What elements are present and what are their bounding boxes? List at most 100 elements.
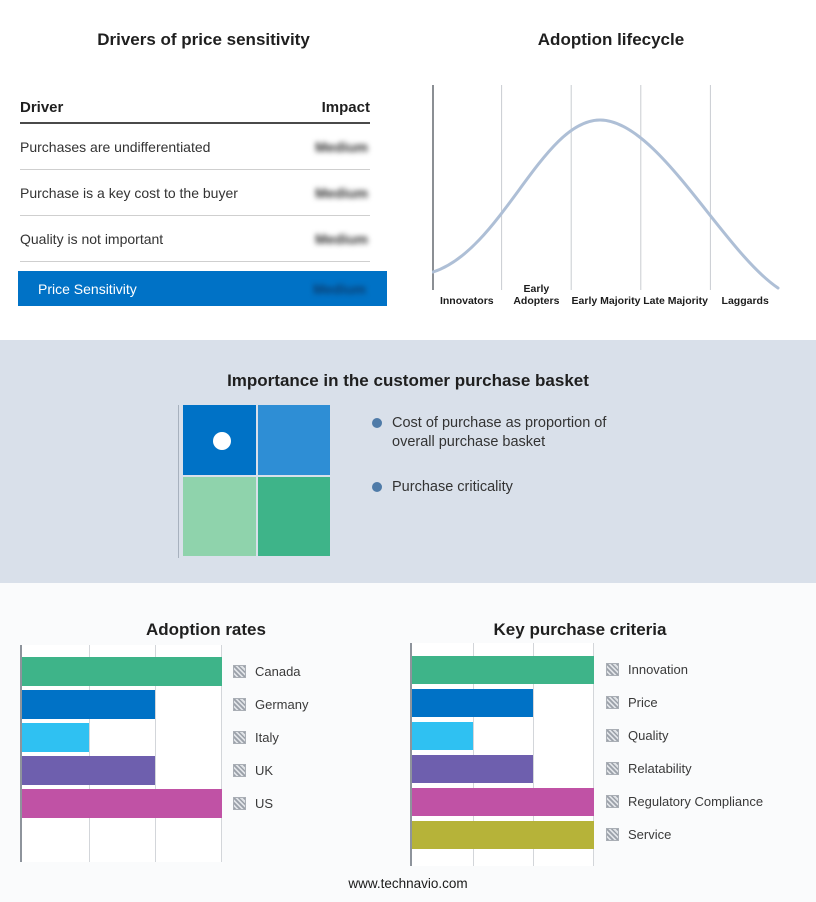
legend-item: Relatability bbox=[606, 761, 763, 776]
lifecycle-title: Adoption lifecycle bbox=[537, 30, 685, 50]
drivers-table: Driver Impact Purchases are undifferenti… bbox=[20, 92, 370, 262]
bullet-text: Purchase criticality bbox=[392, 478, 513, 495]
stage-label: Laggards bbox=[721, 294, 769, 307]
bar-quality bbox=[412, 722, 473, 750]
gridline bbox=[155, 645, 157, 862]
basket-title: Importance in the customer purchase bask… bbox=[227, 371, 589, 391]
impact-value: Medium bbox=[315, 138, 368, 155]
key-purchase-criteria-title: Key purchase criteria bbox=[493, 620, 667, 640]
bullet-text: Cost of purchase as proportion of overal… bbox=[392, 415, 607, 450]
legend-item: Innovation bbox=[606, 662, 763, 677]
gridline bbox=[533, 643, 535, 866]
legend-item: Price bbox=[606, 695, 763, 710]
driver-label: Purchases are undifferentiated bbox=[20, 138, 211, 155]
legend-swatch-icon bbox=[606, 663, 619, 676]
key-purchase-criteria-chart bbox=[410, 643, 594, 866]
price-sensitivity-label: Price Sensitivity bbox=[38, 280, 137, 297]
quadrant-bottom-right bbox=[257, 477, 330, 556]
table-row: Purchase is a key cost to the buyer Medi… bbox=[20, 170, 370, 216]
legend-item: Regulatory Compliance bbox=[606, 794, 764, 809]
legend-swatch-icon bbox=[233, 764, 246, 777]
quadrant-top-right bbox=[257, 405, 330, 475]
purchase-basket-band: Importance in the customer purchase bask… bbox=[0, 340, 816, 583]
legend-swatch-icon bbox=[606, 696, 619, 709]
legend-label: Service bbox=[628, 827, 672, 842]
adoption-rates-legend: Canada Germany Italy UK US bbox=[233, 664, 309, 830]
legend-item: Germany bbox=[233, 697, 309, 712]
bullet-icon bbox=[372, 481, 382, 492]
key-purchase-criteria-legend: Innovation Price Quality Relatability Re… bbox=[606, 662, 764, 861]
stage-label: Innovators bbox=[439, 294, 494, 307]
legend-swatch-icon bbox=[233, 665, 246, 678]
bar-regulatory-compliance bbox=[412, 788, 594, 816]
adoption-rates-title: Adoption rates bbox=[146, 620, 266, 640]
legend-label: UK bbox=[255, 763, 274, 778]
website-footer: www.technavio.com bbox=[348, 876, 468, 891]
bullet-icon bbox=[372, 418, 382, 428]
legend-item: US bbox=[233, 796, 308, 811]
legend-label: Canada bbox=[255, 664, 301, 679]
quadrant-matrix bbox=[183, 405, 330, 556]
col-driver: Driver bbox=[20, 98, 64, 116]
lifecycle-curve-svg bbox=[431, 85, 780, 290]
legend-item: UK bbox=[233, 763, 308, 778]
legend-label: Italy bbox=[255, 730, 279, 745]
stage-label: Late Majority bbox=[643, 294, 708, 307]
legend-label: Quality bbox=[628, 728, 669, 743]
bar-uk bbox=[22, 756, 156, 785]
basket-bullets: Cost of purchase as proportion of overal… bbox=[372, 414, 642, 523]
bar-germany bbox=[22, 690, 156, 719]
legend-label: Relatability bbox=[628, 761, 692, 776]
table-row: Purchases are undifferentiated Medium bbox=[20, 124, 370, 170]
bar-italy bbox=[22, 723, 89, 752]
legend-label: Price bbox=[628, 695, 658, 710]
legend-swatch-icon bbox=[233, 698, 246, 711]
legend-label: Innovation bbox=[628, 662, 688, 677]
legend-item: Italy bbox=[233, 730, 308, 745]
gridline bbox=[88, 645, 90, 862]
legend-swatch-icon bbox=[233, 731, 246, 744]
price-sensitivity-bar: Price Sensitivity Medium bbox=[18, 271, 387, 306]
drivers-title: Drivers of price sensitivity bbox=[97, 30, 310, 50]
legend-swatch-icon bbox=[233, 797, 246, 810]
legend-label: US bbox=[255, 796, 274, 811]
legend-swatch-icon bbox=[606, 828, 619, 841]
list-item: Cost of purchase as proportion of overal… bbox=[372, 414, 642, 452]
legend-label: Regulatory Compliance bbox=[628, 794, 764, 809]
gridline bbox=[472, 643, 474, 866]
drivers-table-header: Driver Impact bbox=[20, 92, 370, 124]
legend-swatch-icon bbox=[606, 762, 619, 775]
lifecycle-stage-labels: Innovators Early Adopters Early Majority… bbox=[432, 281, 780, 307]
lifecycle-curve bbox=[431, 118, 780, 290]
bar-canada bbox=[22, 657, 222, 686]
legend-item: Quality bbox=[606, 728, 763, 743]
gridline bbox=[593, 643, 594, 866]
impact-value: Medium bbox=[315, 184, 368, 201]
quadrant-axis bbox=[178, 405, 179, 558]
adoption-rates-chart bbox=[20, 645, 222, 862]
gridline bbox=[221, 645, 222, 862]
driver-label: Purchase is a key cost to the buyer bbox=[20, 184, 238, 201]
stage-label: Early Adopters bbox=[513, 282, 560, 307]
legend-item: Canada bbox=[233, 664, 308, 679]
bar-service bbox=[412, 821, 594, 849]
bars bbox=[22, 657, 222, 822]
legend-swatch-icon bbox=[606, 729, 619, 742]
bar-innovation bbox=[412, 656, 594, 684]
bar-us bbox=[22, 789, 222, 818]
impact-value: Medium bbox=[315, 230, 368, 247]
stage-label: Early Majority bbox=[571, 294, 641, 307]
col-impact: Impact bbox=[321, 98, 370, 116]
impact-value: Medium bbox=[313, 280, 366, 297]
bar-price bbox=[412, 689, 534, 717]
bar-relatability bbox=[412, 755, 534, 783]
quadrant-marker-dot bbox=[213, 432, 231, 450]
list-item: Purchase criticality bbox=[372, 478, 642, 497]
legend-label: Germany bbox=[255, 697, 309, 712]
legend-swatch-icon bbox=[606, 795, 619, 808]
bars bbox=[412, 656, 594, 854]
table-row: Quality is not important Medium bbox=[20, 216, 370, 262]
quadrant-bottom-left bbox=[183, 477, 256, 556]
driver-label: Quality is not important bbox=[20, 230, 164, 247]
